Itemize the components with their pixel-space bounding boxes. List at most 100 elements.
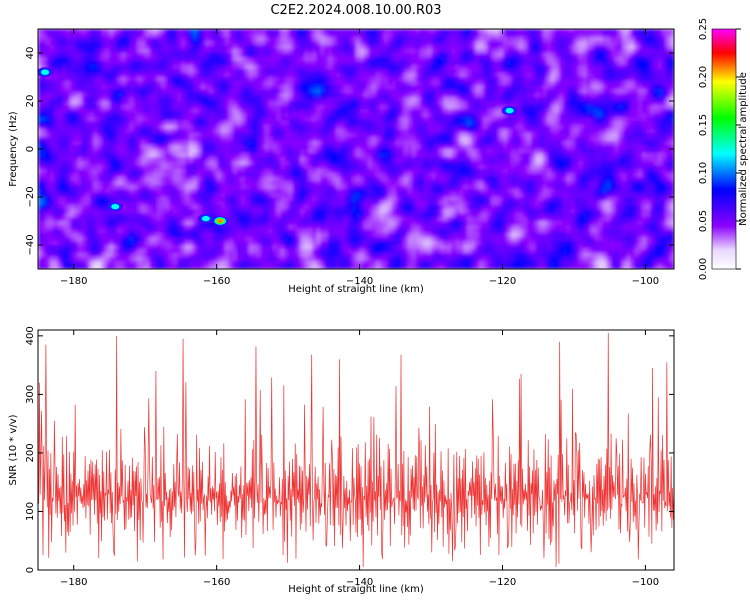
heatmap-cell [399,73,405,78]
heatmap-cell [356,93,361,98]
heatmap-cell [495,109,500,114]
heatmap-cell [670,49,674,54]
heatmap-cell [105,37,110,42]
heatmap-cell [642,97,647,102]
heatmap-cell [77,105,83,110]
heatmap-cell [546,109,552,114]
heatmap-cell [435,113,440,118]
heatmap-cell [280,97,285,102]
heatmap-cell [109,101,114,106]
heatmap-cell [431,133,436,138]
heatmap-cell [197,141,202,146]
heatmap-cell [463,29,468,34]
heatmap-cell [149,137,154,142]
heatmap-cell [359,137,365,142]
heatmap-cell [328,37,333,42]
heatmap-cell [109,81,114,86]
heatmap-cell [383,133,389,138]
heatmap-cell [598,81,603,86]
heatmap-cell [53,117,59,122]
heatmap-cell [77,149,83,154]
heatmap-cell [97,109,103,114]
heatmap-cell [256,65,262,70]
heatmap-cell [427,77,432,82]
heatmap-cell [515,33,520,38]
heatmap-cell [161,85,166,90]
heatmap-cell [359,125,365,130]
heatmap-cell [344,37,349,42]
heatmap-cell [487,149,492,154]
heatmap-cell [646,57,651,62]
heatmap-cell [292,93,297,98]
heatmap-cell [240,145,246,150]
heatmap-cell [105,117,110,122]
heatmap-cell [379,145,385,150]
heatmap-cell [618,49,623,54]
heatmap-cell [300,105,305,110]
heatmap-cell [518,137,524,142]
heatmap-cell [189,121,194,126]
heatmap-cell [320,93,325,98]
heatmap-cell [642,69,647,74]
heatmap-cell [515,53,520,58]
heatmap-cell [431,117,436,122]
heatmap-cell [574,133,580,138]
heatmap-cell [463,57,468,62]
heatmap-cell [133,121,138,126]
heatmap-cell [515,29,520,34]
heatmap-cell [467,77,472,82]
heatmap-cell [443,113,448,118]
heatmap-cell [491,141,496,146]
heatmap-cell [93,41,99,46]
heatmap-cell [554,133,560,138]
heatmap-cell [475,149,480,154]
heatmap-cell [375,129,381,134]
heatmap-cell [125,109,130,114]
heatmap-cell [467,81,472,86]
heatmap-cell [308,49,313,54]
heatmap-cell [451,69,456,74]
heatmap-cell [634,137,639,142]
heatmap-cell [149,61,154,66]
heatmap-cell [578,33,583,38]
heatmap-cell [511,133,516,138]
heatmap-cell [550,145,556,150]
heatmap-cell [550,121,556,126]
heatmap-cell [610,29,615,34]
heatmap-cell [216,101,222,106]
heatmap-cell [193,129,198,134]
heatmap-cell [200,29,206,34]
heatmap-cell [348,125,353,130]
heatmap-cell [81,109,87,114]
heatmap-cell [634,89,639,94]
heatmap-cell [590,45,595,50]
heatmap-cell [193,97,198,102]
heatmap-cell [256,73,262,78]
heatmap-cell [423,65,428,70]
heatmap-cell [467,41,472,46]
heatmap-cell [296,97,301,102]
heatmap-cell [173,45,178,50]
heatmap-cell [610,45,615,50]
heatmap-cell [189,149,194,154]
heatmap-cell [316,77,321,82]
heatmap-cell [602,125,607,130]
heatmap-cell [463,97,468,102]
heatmap-cell [232,101,238,106]
heatmap-cell [562,85,568,90]
heatmap-cell [586,105,591,110]
heatmap-cell [471,149,476,154]
heatmap-cell [367,133,373,138]
heatmap-cell [363,117,369,122]
heatmap-cell [264,37,269,42]
heatmap-cell [165,61,170,66]
heatmap-cell [650,133,655,138]
heatmap-cell [133,85,138,90]
heatmap-cell [610,57,615,62]
heatmap-cell [542,109,548,114]
heatmap-cell [491,145,496,150]
heatmap-cell [256,89,262,94]
heatmap-cell [252,77,258,82]
heatmap-cell [332,53,337,58]
heatmap-cell [582,149,587,154]
